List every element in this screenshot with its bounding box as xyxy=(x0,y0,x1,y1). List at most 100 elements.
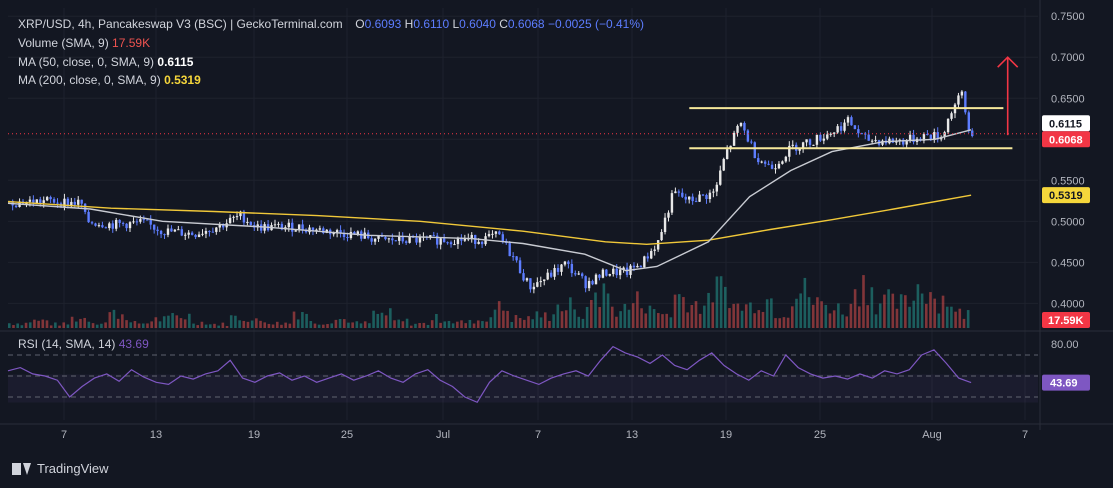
candle-body xyxy=(222,224,225,228)
volume-bar xyxy=(296,319,300,328)
volume-bar xyxy=(275,321,279,328)
volume-bar xyxy=(857,306,861,328)
volume-bar xyxy=(824,304,828,328)
volume-bar xyxy=(158,321,162,328)
volume-bar xyxy=(711,302,715,328)
candle-body xyxy=(791,144,794,146)
volume-value: 17.59K xyxy=(112,36,151,50)
volume-bar xyxy=(761,311,765,328)
volume-bar xyxy=(137,323,141,328)
candle-body xyxy=(460,237,463,241)
candle-body xyxy=(788,145,791,157)
volume-bar xyxy=(162,316,166,328)
volume-bar xyxy=(330,323,334,328)
volume-bar xyxy=(657,313,660,328)
volume-bar xyxy=(20,325,24,328)
candle-body xyxy=(708,192,712,200)
candle-body xyxy=(439,238,442,245)
volume-bar xyxy=(497,301,501,328)
symbol-title[interactable]: XRP/USD, 4h, Pancakeswap V3 (BSC) | Geck… xyxy=(18,17,343,31)
volume-bar xyxy=(234,315,237,328)
time-axis-label: 19 xyxy=(720,429,732,441)
candle-body xyxy=(436,235,439,245)
change-value: −0.0025 (−0.41%) xyxy=(547,17,645,31)
volume-bar xyxy=(196,325,200,328)
candle-body xyxy=(870,140,874,142)
candle-body xyxy=(508,243,511,257)
chart-header-ohlc: XRP/USD, 4h, Pancakeswap V3 (BSC) | Geck… xyxy=(18,17,644,31)
volume-bar xyxy=(401,321,405,328)
candle-body xyxy=(515,256,518,261)
volume-bar xyxy=(238,320,241,328)
volume-bar xyxy=(807,297,811,328)
candle-body xyxy=(63,198,66,207)
candle-body xyxy=(391,238,394,241)
candle-body xyxy=(549,272,553,277)
volume-bar xyxy=(945,306,949,328)
volume-bar xyxy=(523,319,526,328)
volume-bar xyxy=(54,322,57,328)
candle-body xyxy=(415,237,418,243)
volume-bar xyxy=(883,294,886,328)
candle-body xyxy=(622,267,625,270)
volume-bar xyxy=(397,319,401,328)
candle-body xyxy=(449,242,453,245)
volume-bar xyxy=(703,305,706,328)
candle-body xyxy=(556,268,560,272)
volume-bar xyxy=(443,321,447,328)
candle-body xyxy=(208,230,211,232)
volume-bar xyxy=(636,291,639,328)
volume-bar xyxy=(535,311,539,328)
rsi-label: RSI (14, SMA, 14) xyxy=(18,337,116,351)
volume-bar xyxy=(112,309,116,328)
candle-body xyxy=(173,229,177,232)
volume-bar xyxy=(736,303,740,328)
volume-bar xyxy=(602,283,606,328)
volume-bar xyxy=(66,324,70,328)
high-value: 0.6110 xyxy=(413,17,450,31)
candle-body xyxy=(929,134,933,140)
volume-bar xyxy=(305,313,308,328)
ma50-legend[interactable]: MA (50, close, 0, SMA, 9) 0.6115 xyxy=(18,55,193,69)
candle-body xyxy=(719,170,722,185)
candle-body xyxy=(149,219,152,225)
candle-body xyxy=(146,219,149,221)
time-axis-label: 25 xyxy=(814,429,826,441)
candle-body xyxy=(770,164,774,169)
candle-body xyxy=(750,141,753,143)
candle-body xyxy=(56,202,59,204)
low-label: L xyxy=(452,17,460,31)
volume-bar xyxy=(837,303,840,328)
candle-body xyxy=(235,216,239,218)
volume-bar xyxy=(108,312,112,328)
rsi-legend[interactable]: RSI (14, SMA, 14) 43.69 xyxy=(18,337,149,351)
candle-body xyxy=(902,139,905,145)
candle-body xyxy=(280,223,284,230)
volume-bar xyxy=(87,321,91,328)
candle-body xyxy=(839,126,843,131)
rsi-badge-bg xyxy=(1042,374,1090,391)
ma50-line xyxy=(7,129,972,272)
time-axis-label: 25 xyxy=(341,429,353,441)
candle-body xyxy=(960,91,964,96)
volume-bar xyxy=(878,303,882,328)
ma200-legend[interactable]: MA (200, close, 0, SMA, 9) 0.5319 xyxy=(18,73,201,87)
volume-bar xyxy=(380,312,384,328)
candle-body xyxy=(587,281,591,289)
candle-body xyxy=(239,211,242,217)
candle-body xyxy=(301,224,304,230)
price-axis-label: 0.6500 xyxy=(1051,93,1085,105)
breakout-arrow-head xyxy=(997,56,1019,68)
volume-bar xyxy=(24,322,28,328)
volume-legend[interactable]: Volume (SMA, 9) 17.59K xyxy=(18,36,150,50)
volume-bar xyxy=(351,322,354,328)
volume-bar xyxy=(543,312,547,328)
volume-bar xyxy=(623,303,627,328)
volume-bar xyxy=(150,321,153,328)
volume-bar xyxy=(426,324,430,328)
candle-body xyxy=(125,223,128,229)
candle-body xyxy=(177,229,180,231)
volume-bar xyxy=(677,294,681,328)
volume-bar xyxy=(58,325,61,328)
tradingview-logo[interactable]: TradingView xyxy=(12,461,109,476)
